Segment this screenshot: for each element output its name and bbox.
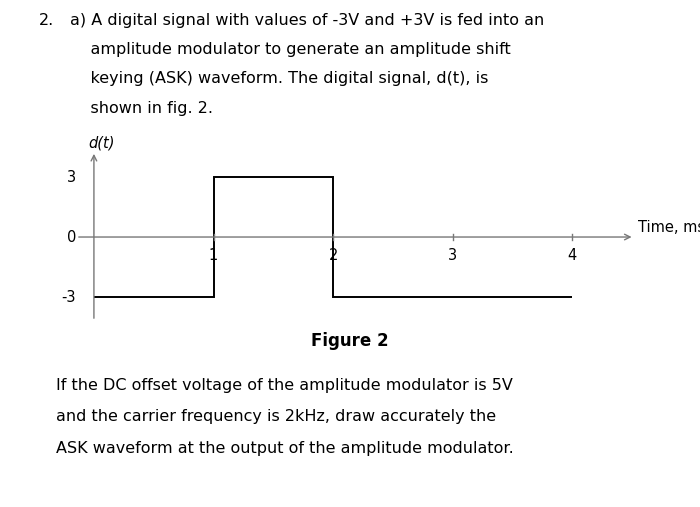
Text: 0: 0: [66, 230, 76, 244]
Text: 4: 4: [568, 248, 577, 263]
Text: If the DC offset voltage of the amplitude modulator is 5V: If the DC offset voltage of the amplitud…: [56, 378, 513, 393]
Text: amplitude modulator to generate an amplitude shift: amplitude modulator to generate an ampli…: [70, 42, 511, 57]
Text: 1: 1: [209, 248, 218, 263]
Text: d(t): d(t): [88, 135, 114, 150]
Text: Time, ms: Time, ms: [638, 221, 700, 235]
Text: shown in fig. 2.: shown in fig. 2.: [70, 101, 213, 116]
Text: keying (ASK) waveform. The digital signal, d(t), is: keying (ASK) waveform. The digital signa…: [70, 71, 489, 87]
Text: 3: 3: [448, 248, 457, 263]
Text: 3: 3: [67, 169, 76, 185]
Text: a) A digital signal with values of -3V and +3V is fed into an: a) A digital signal with values of -3V a…: [70, 13, 545, 28]
Text: and the carrier frequency is 2kHz, draw accurately the: and the carrier frequency is 2kHz, draw …: [56, 409, 496, 424]
Text: -3: -3: [62, 289, 76, 305]
Text: 2.: 2.: [38, 13, 54, 28]
Text: ASK waveform at the output of the amplitude modulator.: ASK waveform at the output of the amplit…: [56, 441, 514, 456]
Text: 2: 2: [328, 248, 338, 263]
Text: Figure 2: Figure 2: [312, 332, 388, 350]
